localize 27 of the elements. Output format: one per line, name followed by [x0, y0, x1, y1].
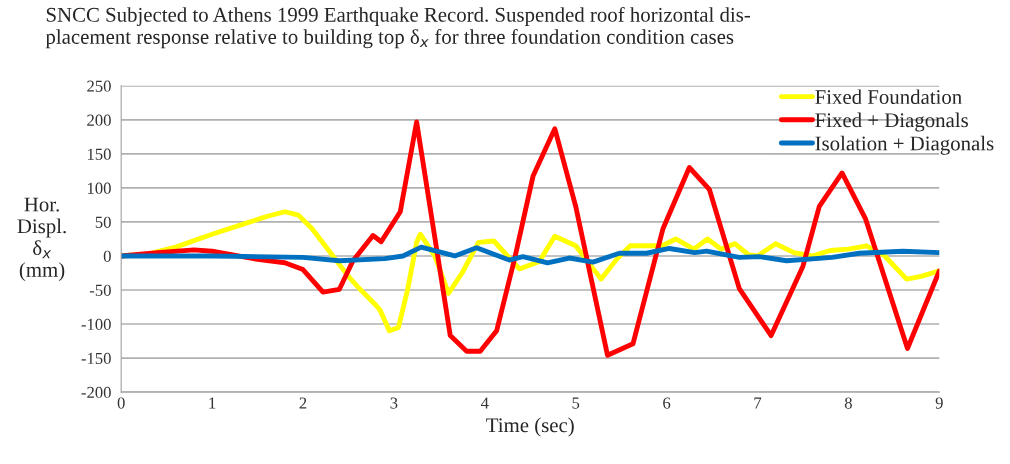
- y-tick-label: 150: [87, 148, 111, 160]
- y-tick-label: 100: [87, 182, 111, 194]
- y-tick-label: -150: [81, 352, 111, 364]
- x-tick-label: 4: [480, 397, 489, 409]
- y-tick-label: 0: [103, 250, 111, 262]
- x-tick-label: 1: [209, 397, 216, 409]
- y-tick-label: -100: [81, 318, 111, 330]
- legend-label: Fixed + Diagonals: [815, 112, 968, 132]
- x-axis-title: Time (sec): [486, 417, 574, 437]
- x-tick-label: 6: [663, 397, 671, 409]
- x-tick-label: 3: [390, 397, 398, 409]
- x-tick-label: 2: [299, 397, 307, 409]
- x-tick-label: 5: [572, 397, 580, 409]
- legend-label: Isolation + Diagonals: [815, 135, 994, 155]
- y-tick-label: 50: [95, 216, 111, 228]
- x-tick-label: 7: [754, 397, 762, 409]
- y-tick-label: -200: [81, 386, 111, 399]
- y-tick-label: -50: [89, 284, 111, 296]
- y-axis-title: Hor. Displ. δ$_{x}$ (mm): [17, 197, 66, 282]
- legend-label: Fixed Foundation: [815, 89, 962, 105]
- x-tick-label: 0: [117, 397, 125, 409]
- y-tick-label: 200: [87, 114, 111, 126]
- x-tick-label: 9: [935, 397, 943, 409]
- x-tick-label: 8: [844, 397, 852, 409]
- line-series: [121, 244, 940, 266]
- y-tick-label: 250: [87, 80, 111, 92]
- chart-title: SNCC Subjected to Athens 1999 Earthquake Record. Suspended roof horizontal dis- placement response relative to building top δ$_{x}$ for three foundation condition cases: [45, 6, 751, 49]
